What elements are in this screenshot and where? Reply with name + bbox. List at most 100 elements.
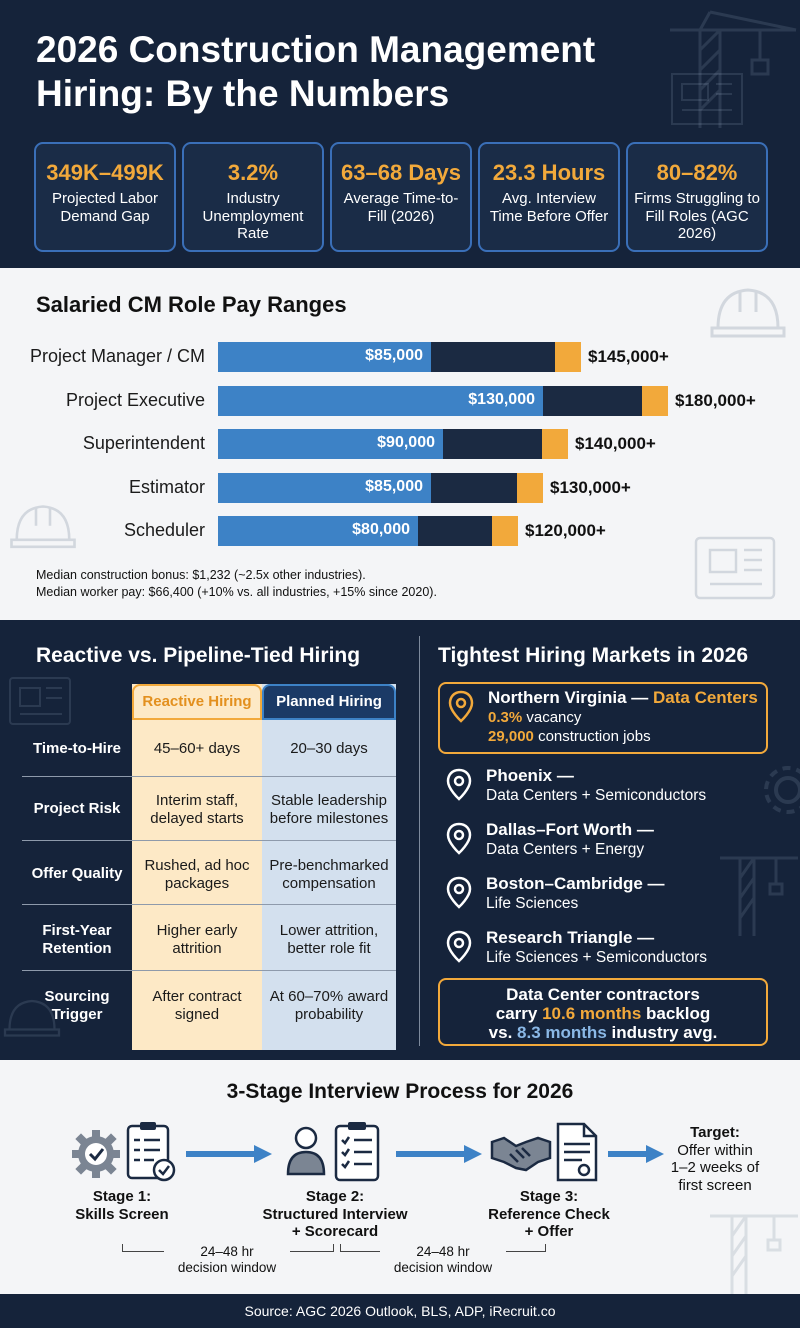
bar-high-label: $120,000+ [525,521,606,540]
stat-value: 23.3 Hours [492,160,606,185]
document-icon [556,1122,598,1182]
market-name: Phoenix — [486,766,574,785]
bar-range-segment [431,342,555,372]
bar-range-segment [443,429,542,459]
bonus-note: Median construction bonus: $1,232 (~2.5x… [36,568,366,582]
blueprint-icon [9,677,71,725]
featured-market-card: Northern Virginia — Data Centers 0.3% va… [438,682,768,754]
handshake-icon [490,1136,552,1172]
crane-icon [670,10,797,128]
page-title: 2026 Construction Management Hiring: By … [36,29,596,114]
bar-category-label: Superintendent [82,433,205,453]
stage-number: Stage 1: [92,1188,152,1205]
bar-high-label: $145,000+ [588,347,669,366]
market-sector: Life Sciences [486,895,579,912]
table-divider [22,904,396,905]
market-name: Dallas–Fort Worth — [486,820,654,839]
bar-category-label: Estimator [128,477,205,497]
backlog-text: backlog [646,1004,711,1023]
comparison-title: Reactive vs. Pipeline-Tied Hiring [36,644,361,667]
table-divider [22,840,396,841]
planned-hiring-header: Planned Hiring [262,684,396,720]
planned-column-bg [262,684,396,1050]
planned-cell: Lower attrition, better role fit [279,922,379,957]
bar-low-label: $85,000 [365,478,423,495]
stat-card-labor-gap: 349K–499K Projected Labor Demand Gap [34,142,176,252]
bar-row: Project Manager / CM $85,000 $145,000+ [0,342,800,372]
stage-2-label: Stage 2: Structured Interview + Scorecar… [250,1188,420,1241]
stat-label: Avg. Interview Time Before Offer [489,190,609,225]
jobs-text: construction jobs [538,728,651,745]
decision-window-label: 24–48 hr decision window [380,1244,506,1276]
bar-low-segment: $130,000 [218,386,543,416]
market-sector: Life Sciences + Semiconductors [486,949,707,966]
bar-high-cap [492,516,518,546]
vacancy-text: vacancy [526,709,582,726]
bar-high-label: $180,000+ [675,391,756,410]
blueprint-icon [694,536,776,600]
market-sector: Data Centers + Energy [486,841,645,858]
bar-high-label: $140,000+ [575,434,656,453]
bar-row: Scheduler $80,000 $120,000+ [0,516,800,546]
bar-row: Estimator $85,000 $130,000+ [0,473,800,503]
bar-low-label: $80,000 [352,521,410,538]
stage-3-label: Stage 3: Reference Check + Offer [474,1188,624,1241]
reactive-cell: Rushed, ad hoc packages [144,857,250,892]
header-section: 2026 Construction Management Hiring: By … [0,0,800,268]
target-note: Target: Offer within 1–2 weeks of first … [660,1124,770,1194]
row-label: Offer Quality [31,865,123,882]
planned-cell: Pre-benchmarked compensation [269,857,389,892]
checklist-icon [126,1122,176,1182]
stat-label: Average Time-to-Fill (2026) [343,190,459,225]
bar-high-cap [542,429,568,459]
bar-low-label: $130,000 [468,391,535,408]
backlog-callout: Data Center contractors carry 10.6 month… [438,978,768,1046]
reactive-column-bg [132,684,262,1050]
section-divider [419,636,420,1046]
decision-window-label: 24–48 hr decision window [164,1244,290,1276]
backlog-text: vs. [488,1023,513,1042]
backlog-line: Data Center contractors [506,985,700,1004]
interview-process-section: 3-Stage Interview Process for 2026 Stage… [0,1060,800,1294]
bar-high-cap [642,386,668,416]
person-icon [286,1126,326,1176]
bar-low-label: $90,000 [377,434,435,451]
stage-number: Stage 2: [305,1188,365,1205]
stage-name: Skills Screen [75,1205,169,1223]
target-text: first screen [678,1176,752,1194]
markets-title: Tightest Hiring Markets in 2026 [438,644,749,667]
hard-hat-icon [710,288,786,338]
bar-low-segment: $85,000 [218,342,431,372]
process-title: 3-Stage Interview Process for 2026 [226,1080,574,1103]
bar-category-label: Scheduler [123,520,205,540]
window-duration: 24–48 hr [416,1244,470,1259]
source-text: Source: AGC 2026 Outlook, BLS, ADP, iRec… [244,1303,556,1319]
footer: Source: AGC 2026 Outlook, BLS, ADP, iRec… [0,1294,800,1328]
bar-category-label: Project Executive [65,390,205,410]
stat-label: Projected Labor Demand Gap [52,190,158,225]
target-text: Offer within [677,1141,753,1159]
worker-pay-note: Median worker pay: $66,400 (+10% vs. all… [36,585,437,599]
bar-row: Superintendent $90,000 $140,000+ [0,429,800,459]
bar-range-segment [431,473,517,503]
bar-range-segment [418,516,492,546]
arrow-right-icon [186,1145,272,1163]
row-label: Sourcing Trigger [44,988,110,1023]
reactive-cell: 45–60+ days [153,740,241,757]
reactive-cell: Higher early attrition [156,922,238,957]
stat-card-unemployment: 3.2% Industry Unemployment Rate [182,142,324,252]
market-sector: Data Centers [653,688,758,707]
industry-avg-value: 8.3 months [517,1023,607,1042]
blueprint-icon [671,73,743,125]
planned-cell: At 60–70% award probability [269,988,389,1023]
arrow-right-icon [396,1145,482,1163]
backlog-text: carry [495,1004,538,1023]
row-label: First-Year Retention [42,922,112,957]
map-pin-icon [446,876,472,909]
bar-low-segment: $80,000 [218,516,418,546]
bar-high-cap [517,473,543,503]
reactive-cell: Interim staff, delayed starts [150,792,244,827]
map-pin-icon [448,690,474,723]
stat-value: 3.2% [227,160,279,185]
bar-high-cap [555,342,581,372]
